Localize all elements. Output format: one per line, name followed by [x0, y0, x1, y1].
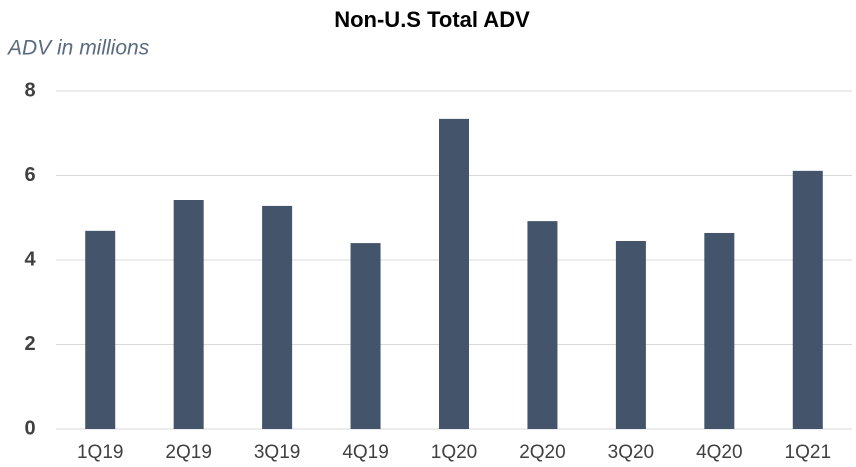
- chart-title: Non-U.S Total ADV: [334, 7, 530, 32]
- x-tick-label: 1Q21: [785, 442, 831, 463]
- x-tick-label: 4Q20: [696, 442, 742, 463]
- bar: [527, 221, 558, 429]
- y-tick-label: 6: [24, 164, 35, 186]
- y-tick-label: 0: [24, 417, 35, 439]
- x-tick-label: 1Q20: [431, 442, 477, 463]
- bar: [350, 243, 381, 429]
- bar: [792, 170, 823, 430]
- x-tick-label: 3Q19: [254, 442, 300, 463]
- x-tick-label: 3Q20: [608, 442, 654, 463]
- chart-subtitle: ADV in millions: [6, 37, 150, 60]
- x-tick-label: 2Q19: [165, 442, 211, 463]
- y-tick-label: 4: [24, 248, 36, 270]
- y-tick-label: 2: [24, 333, 35, 355]
- bar: [262, 205, 293, 429]
- bar: [173, 200, 204, 429]
- bar: [704, 232, 735, 429]
- bar: [85, 230, 116, 429]
- x-tick-label: 1Q19: [77, 442, 123, 463]
- x-tick-label: 2Q20: [519, 442, 565, 463]
- bar: [439, 118, 469, 429]
- x-tick-label: 4Q19: [342, 442, 388, 463]
- y-tick-label: 8: [24, 79, 35, 101]
- bar: [615, 240, 646, 429]
